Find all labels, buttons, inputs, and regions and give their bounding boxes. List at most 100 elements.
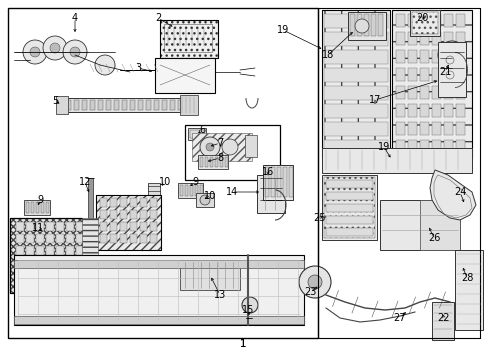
Bar bbox=[130, 198, 137, 207]
Bar bbox=[140, 198, 147, 207]
Bar bbox=[154, 100, 159, 110]
Bar bbox=[110, 210, 117, 219]
Circle shape bbox=[205, 143, 214, 151]
Bar bbox=[321, 10, 389, 158]
Bar bbox=[409, 10, 439, 36]
Bar bbox=[100, 198, 107, 207]
Bar bbox=[379, 200, 459, 250]
Bar bbox=[36, 270, 44, 279]
Text: 18: 18 bbox=[321, 50, 333, 60]
Bar bbox=[66, 246, 74, 255]
Bar bbox=[455, 50, 464, 63]
Bar bbox=[110, 198, 117, 207]
Bar bbox=[443, 32, 452, 45]
Bar bbox=[391, 10, 471, 158]
Text: 28: 28 bbox=[460, 273, 472, 283]
Bar bbox=[150, 234, 157, 243]
Bar bbox=[443, 104, 452, 117]
Bar bbox=[276, 167, 281, 197]
Bar bbox=[198, 155, 227, 169]
Bar bbox=[148, 183, 160, 197]
Bar bbox=[16, 246, 24, 255]
Bar bbox=[257, 175, 285, 213]
Bar bbox=[220, 157, 223, 167]
Bar bbox=[324, 68, 387, 82]
Bar bbox=[184, 125, 280, 180]
Text: 1: 1 bbox=[240, 339, 245, 349]
Bar bbox=[122, 100, 127, 110]
Bar bbox=[431, 14, 440, 27]
Bar bbox=[56, 246, 64, 255]
Bar bbox=[41, 202, 44, 213]
Bar bbox=[46, 270, 54, 279]
Bar bbox=[431, 302, 453, 340]
Bar bbox=[46, 234, 54, 243]
Circle shape bbox=[445, 49, 457, 61]
Text: 20: 20 bbox=[415, 13, 427, 23]
Bar bbox=[407, 86, 416, 99]
Bar bbox=[215, 157, 218, 167]
Bar bbox=[377, 14, 382, 36]
Bar bbox=[100, 222, 107, 231]
Bar bbox=[324, 14, 387, 28]
Text: 19: 19 bbox=[276, 25, 288, 35]
Bar bbox=[455, 122, 464, 135]
Bar bbox=[324, 86, 387, 100]
Text: 8: 8 bbox=[217, 153, 223, 163]
Bar bbox=[190, 130, 203, 138]
Bar bbox=[443, 68, 452, 81]
Bar bbox=[56, 270, 64, 279]
Text: 17: 17 bbox=[368, 95, 381, 105]
Bar bbox=[162, 100, 167, 110]
Bar bbox=[419, 200, 459, 250]
Bar bbox=[454, 250, 482, 330]
Bar bbox=[140, 222, 147, 231]
Circle shape bbox=[307, 275, 321, 289]
Bar bbox=[36, 282, 44, 291]
Bar bbox=[270, 167, 274, 197]
Bar bbox=[264, 167, 268, 197]
Bar bbox=[407, 32, 416, 45]
Bar bbox=[36, 202, 39, 213]
Bar bbox=[31, 202, 34, 213]
Text: 16: 16 bbox=[262, 167, 274, 177]
Bar bbox=[16, 258, 24, 267]
Bar bbox=[14, 255, 304, 325]
Bar bbox=[324, 32, 387, 46]
Circle shape bbox=[298, 266, 330, 298]
Bar bbox=[324, 140, 387, 154]
Bar bbox=[120, 198, 127, 207]
Bar bbox=[155, 60, 209, 88]
Bar bbox=[370, 14, 375, 36]
Circle shape bbox=[200, 195, 209, 205]
Bar bbox=[100, 234, 107, 243]
Bar bbox=[130, 222, 137, 231]
Bar bbox=[419, 68, 428, 81]
Text: 2: 2 bbox=[155, 13, 161, 23]
Bar bbox=[200, 157, 203, 167]
Bar bbox=[187, 128, 205, 140]
Bar bbox=[455, 14, 464, 27]
Bar bbox=[110, 234, 117, 243]
Bar bbox=[325, 204, 372, 212]
Bar bbox=[120, 222, 127, 231]
Text: 24: 24 bbox=[453, 187, 465, 197]
Bar bbox=[160, 20, 218, 58]
Text: 4: 4 bbox=[72, 13, 78, 23]
Bar bbox=[324, 177, 374, 238]
Bar bbox=[66, 222, 74, 231]
Bar bbox=[263, 165, 292, 200]
Bar bbox=[283, 167, 286, 197]
Text: 10: 10 bbox=[203, 191, 216, 201]
Bar bbox=[325, 216, 372, 224]
Bar bbox=[395, 140, 404, 153]
Bar bbox=[160, 20, 218, 58]
Bar bbox=[130, 210, 137, 219]
Bar bbox=[159, 62, 205, 86]
Text: 7: 7 bbox=[217, 138, 223, 148]
Bar bbox=[431, 140, 440, 153]
Bar bbox=[76, 246, 84, 255]
Bar bbox=[26, 202, 29, 213]
Bar bbox=[443, 50, 452, 63]
Bar bbox=[90, 100, 95, 110]
